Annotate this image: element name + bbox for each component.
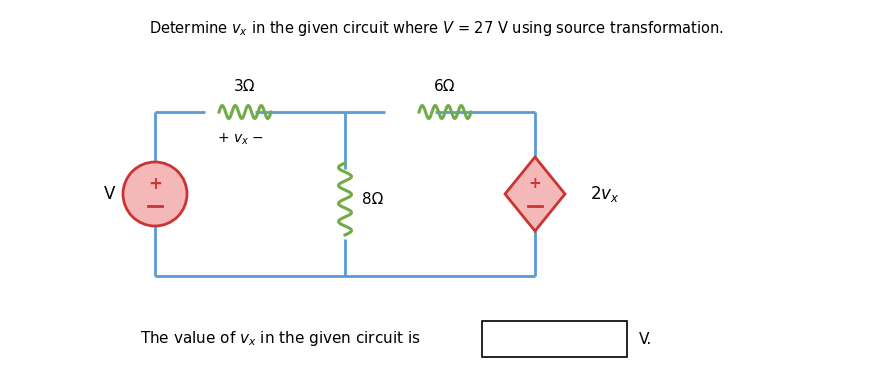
Text: The value of $v_x$ in the given circuit is: The value of $v_x$ in the given circuit …: [140, 329, 421, 349]
Text: + $v_x$ −: + $v_x$ −: [217, 132, 264, 147]
Text: +: +: [529, 177, 541, 192]
FancyBboxPatch shape: [482, 321, 627, 357]
Text: V.: V.: [639, 331, 652, 346]
Text: +: +: [148, 175, 162, 193]
Text: 6Ω: 6Ω: [434, 79, 456, 94]
Text: V: V: [104, 185, 116, 203]
Text: 3Ω: 3Ω: [234, 79, 256, 94]
Text: 2$v_x$: 2$v_x$: [590, 184, 620, 204]
Text: 8Ω: 8Ω: [362, 192, 383, 207]
Circle shape: [123, 162, 187, 226]
Polygon shape: [505, 157, 565, 231]
Text: Determine $v_x$ in the given circuit where $V$ = 27 V using source transformatio: Determine $v_x$ in the given circuit whe…: [148, 19, 724, 38]
